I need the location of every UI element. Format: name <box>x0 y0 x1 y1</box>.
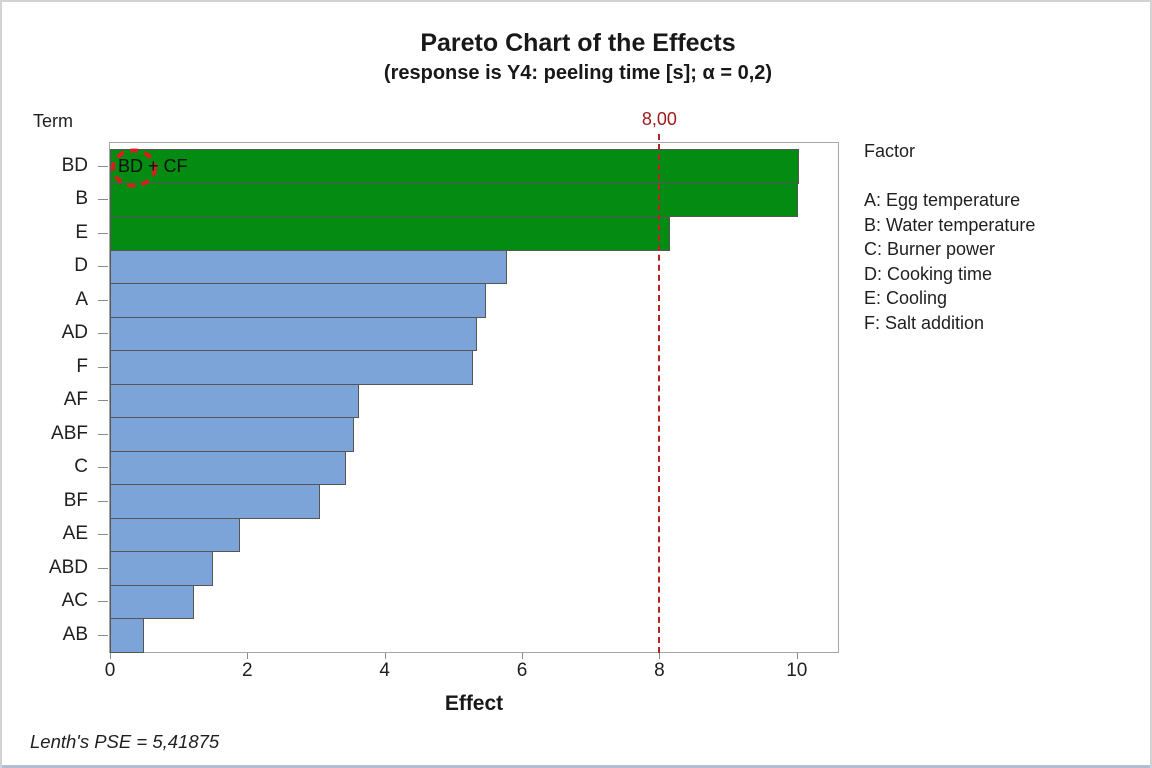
y-tick <box>98 433 108 435</box>
bar-D[interactable] <box>110 249 507 284</box>
term-label-ABD[interactable]: ABD <box>48 556 88 578</box>
legend-item-B: B: Water temperature <box>864 214 1036 235</box>
reference-line-label[interactable]: 8,00 <box>641 109 677 129</box>
x-tick <box>522 653 524 659</box>
y-tick <box>98 165 108 167</box>
x-tick <box>796 653 798 659</box>
y-axis-title-term[interactable]: Term <box>33 111 73 131</box>
x-tick-label-8[interactable]: 8 <box>654 660 665 681</box>
term-label-C[interactable]: C <box>74 456 88 478</box>
y-tick <box>98 467 108 469</box>
term-label-AE[interactable]: AE <box>62 523 88 545</box>
x-tick-label-6[interactable]: 6 <box>516 660 528 681</box>
bar-AB[interactable] <box>110 618 144 653</box>
legend-item-F: F: Salt addition <box>864 312 985 333</box>
x-tick-label-0[interactable]: 0 <box>104 660 116 681</box>
legend-item-E: E: Cooling <box>864 288 948 309</box>
term-label-AD[interactable]: AD <box>61 322 88 344</box>
legend-title[interactable]: Factor <box>864 141 916 161</box>
chart-subtitle[interactable]: (response is Y4: peeling time [s]; α = 0… <box>383 62 773 84</box>
bar-AF[interactable] <box>110 383 360 418</box>
x-axis-title-effect[interactable]: Effect <box>444 692 504 715</box>
term-label-E[interactable]: E <box>75 221 88 243</box>
y-tick <box>98 266 108 268</box>
x-tick-label-2[interactable]: 2 <box>242 660 253 681</box>
y-tick <box>98 199 108 201</box>
bar-C[interactable] <box>110 450 346 485</box>
legend-item-C: C: Burner power <box>864 239 996 260</box>
term-label-BD[interactable]: BD <box>61 154 88 176</box>
y-tick <box>98 400 108 402</box>
term-label-D[interactable]: D <box>74 255 88 277</box>
y-tick <box>98 232 108 234</box>
bar-A[interactable] <box>110 283 486 318</box>
bar-AC[interactable] <box>110 584 194 619</box>
plot-area[interactable] <box>109 142 839 653</box>
x-tick <box>659 653 661 659</box>
term-label-AC[interactable]: AC <box>61 590 88 612</box>
window-bottom-edge <box>2 765 1150 768</box>
x-tick <box>384 653 386 659</box>
legend[interactable]: A: Egg temperature B: Water temperature C:… <box>864 188 1144 336</box>
y-tick <box>98 500 108 502</box>
term-label-BF[interactable]: BF <box>63 489 88 511</box>
term-label-AF[interactable]: AF <box>63 389 88 411</box>
y-tick <box>98 534 108 536</box>
chart-title[interactable]: Pareto Chart of the Effects <box>420 29 736 57</box>
bar-ABF[interactable] <box>110 417 355 452</box>
y-tick <box>98 634 108 636</box>
y-tick <box>98 567 108 569</box>
bar-AE[interactable] <box>110 517 241 552</box>
legend-item-A: A: Egg temperature <box>864 190 1021 210</box>
bar-AD[interactable] <box>110 316 478 351</box>
x-tick <box>110 653 111 659</box>
bar-BF[interactable] <box>110 484 321 519</box>
annotation-text[interactable]: BD + CF <box>118 156 188 176</box>
term-label-A[interactable]: A <box>75 288 88 310</box>
term-label-B[interactable]: B <box>75 188 88 210</box>
reference-line[interactable] <box>658 134 661 653</box>
x-tick-label-10[interactable]: 10 <box>786 660 808 681</box>
bar-E[interactable] <box>110 216 671 251</box>
bar-B[interactable] <box>110 182 799 217</box>
term-label-AB[interactable]: AB <box>62 623 88 645</box>
bar-ABD[interactable] <box>110 551 214 586</box>
bar-F[interactable] <box>110 350 474 385</box>
annotation-circle-icon[interactable] <box>110 147 158 189</box>
footnote-lenths-pse[interactable]: Lenth's PSE = 5,41875 <box>30 731 220 752</box>
x-tick <box>247 653 249 659</box>
y-tick <box>98 333 108 335</box>
bar-BD[interactable] <box>110 149 799 184</box>
legend-item-D: D: Cooking time <box>864 263 993 284</box>
y-tick <box>98 366 108 368</box>
y-tick <box>98 601 108 603</box>
y-tick <box>98 299 108 301</box>
x-tick-label-4[interactable]: 4 <box>379 660 390 681</box>
term-label-F[interactable]: F <box>76 355 88 377</box>
term-label-ABF[interactable]: ABF <box>51 422 88 444</box>
